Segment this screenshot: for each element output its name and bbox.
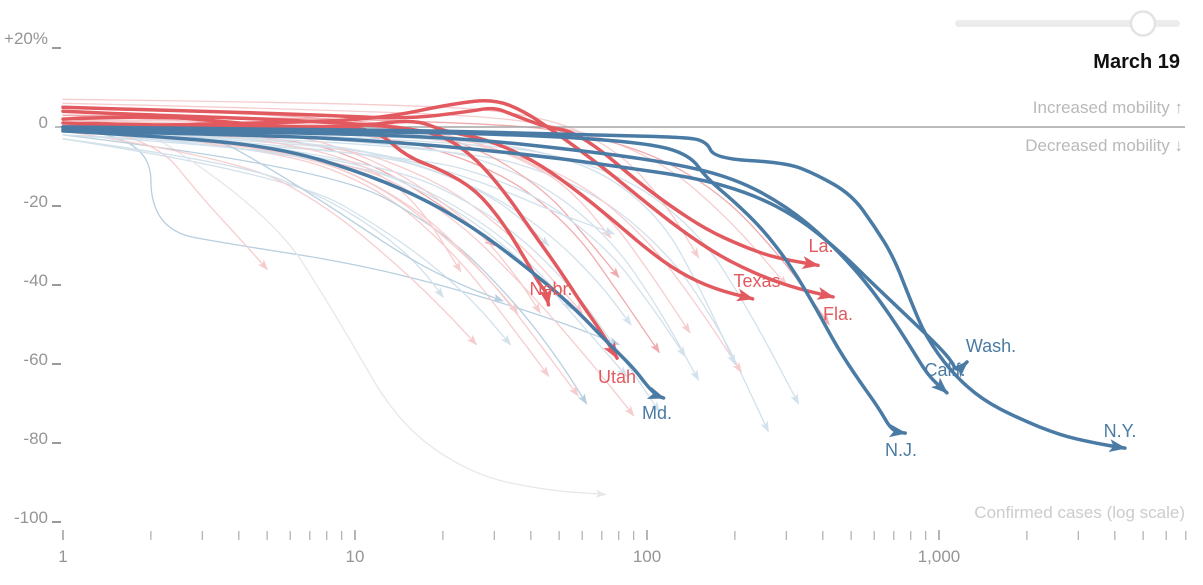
background-line (62, 126, 635, 417)
background-line (62, 134, 588, 405)
y-tick-label: -20 (23, 192, 48, 211)
state-label-ny: N.Y. (1104, 421, 1137, 441)
slider-handle[interactable] (1129, 10, 1157, 37)
state-line-nj (61, 125, 907, 438)
y-tick-label: -60 (23, 350, 48, 369)
background-line (62, 134, 686, 358)
y-axis: +20% 0 -20 -40 -60 -80 -100 (4, 29, 61, 527)
y-tick (52, 521, 61, 523)
x-axis: 1 10 100 1,000 (58, 530, 1187, 566)
background-line (62, 130, 550, 247)
state-label-md: Md. (642, 403, 672, 423)
background-line (62, 130, 478, 346)
date-slider[interactable] (955, 10, 1180, 37)
slider-track[interactable] (955, 20, 1180, 27)
x-tick-label: 100 (633, 547, 661, 566)
state-label-wash: Wash. (966, 336, 1016, 356)
y-tick (52, 205, 61, 207)
y-tick (52, 284, 61, 286)
y-tick-label: -100 (14, 508, 48, 527)
background-line (62, 138, 512, 346)
highlighted-state-lines (61, 99, 1127, 453)
background-line (150, 130, 660, 413)
y-tick-label: 0 (39, 113, 48, 132)
state-label-calif: Calif. (924, 360, 965, 380)
y-tick (52, 47, 61, 49)
state-label-nebr: Nebr. (529, 279, 572, 299)
background-state-lines (62, 98, 830, 498)
state-label-texas: Texas (733, 271, 780, 291)
state-label-nj: N.J. (885, 440, 917, 460)
state-labels: Nebr. Utah La. Texas Fla. Md. N.J. Calif.Wash. N… (529, 236, 1136, 460)
background-line (62, 126, 550, 378)
y-tick-label: +20% (4, 29, 48, 48)
increased-mobility-label: Increased mobility ↑ (1033, 98, 1183, 117)
decreased-mobility-label: Decreased mobility ↓ (1025, 136, 1183, 155)
x-tick-label: 1 (58, 547, 67, 566)
state-line-md (61, 129, 666, 400)
y-tick (52, 363, 61, 365)
y-tick-label: -80 (23, 429, 48, 448)
x-axis-title: Confirmed cases (log scale) (974, 503, 1185, 522)
background-line (62, 126, 736, 366)
state-line-texas (61, 119, 755, 302)
state-line-wash (61, 129, 969, 378)
background-line (62, 130, 769, 433)
state-line-ny (61, 125, 1127, 453)
x-tick-label: 10 (346, 547, 365, 566)
x-tick-label: 1,000 (918, 547, 961, 566)
state-line-calif (61, 127, 949, 395)
state-label-utah: Utah (598, 367, 636, 387)
date-label: March 19 (1093, 51, 1180, 73)
state-label-la: La. (808, 236, 833, 256)
y-tick (52, 442, 61, 444)
background-line (150, 134, 607, 498)
y-tick-label: -40 (23, 271, 48, 290)
state-label-fla: Fla. (823, 304, 853, 324)
background-line (62, 110, 691, 334)
background-line (62, 130, 628, 378)
background-line (62, 102, 788, 287)
background-line (62, 122, 579, 397)
